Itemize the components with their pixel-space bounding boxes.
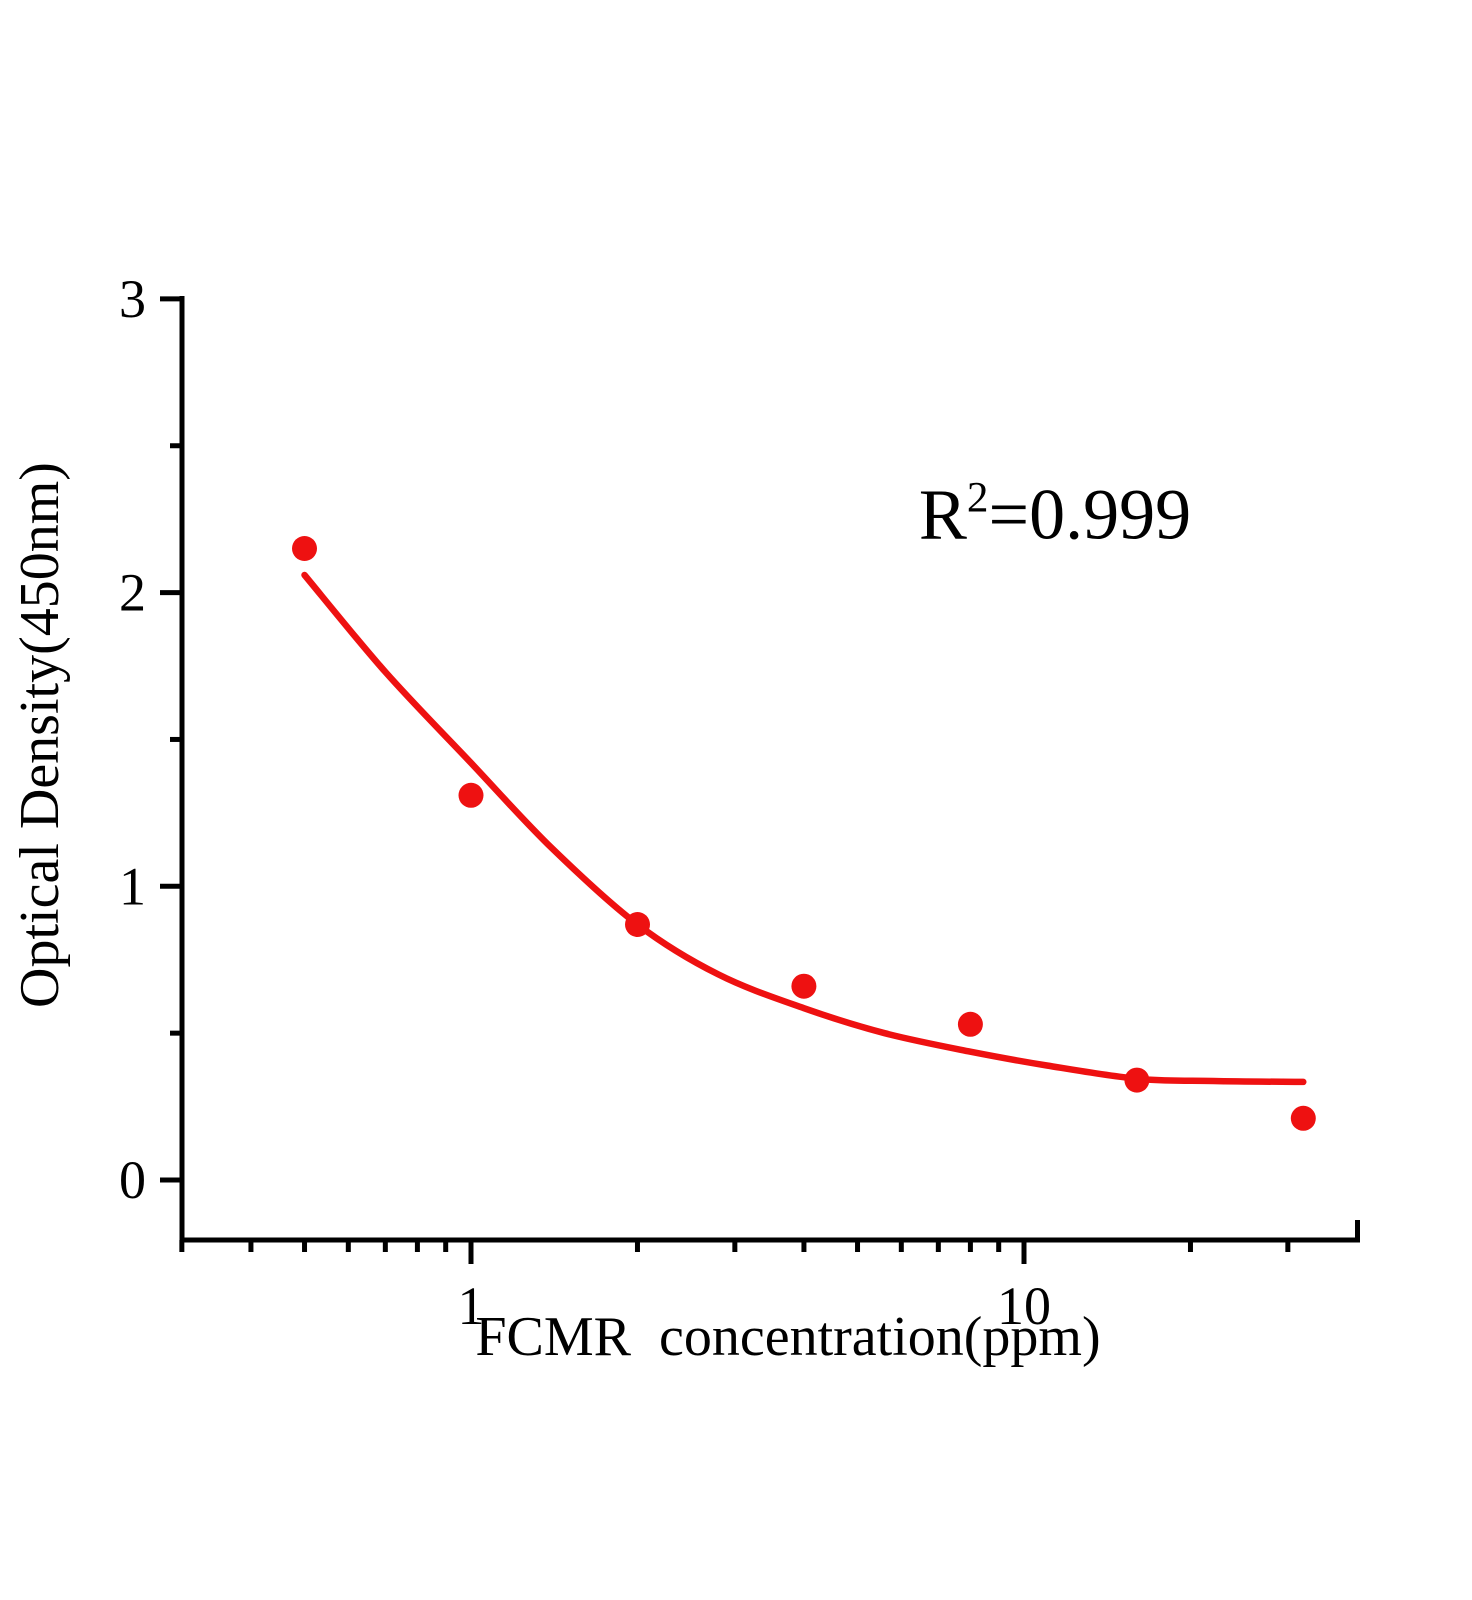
data-point — [292, 536, 317, 561]
x-tick-label: 1 — [458, 1276, 485, 1336]
data-point — [1290, 1105, 1316, 1131]
data-point — [625, 912, 650, 937]
data-point — [957, 1011, 983, 1037]
fit-curve — [301, 571, 1307, 1086]
y-tick-label: 0 — [119, 1150, 146, 1210]
data-point — [458, 782, 484, 808]
y-tick-label: 3 — [119, 269, 146, 329]
y-tick-label: 1 — [119, 856, 146, 916]
y-axis-title: Optical Density(450nm) — [9, 462, 71, 1008]
y-tick-label: 2 — [119, 563, 146, 623]
r-squared-base: R — [918, 474, 967, 555]
data-point — [791, 973, 817, 999]
x-axis — [179, 1220, 1360, 1243]
r-squared-annotation: R2=0.999 — [919, 474, 1191, 557]
data-point — [1124, 1067, 1150, 1093]
r-squared-exponent: 2 — [966, 474, 989, 522]
x-axis-title: FCMR concentration(ppm) — [475, 1306, 1101, 1368]
r-squared-value: =0.999 — [988, 474, 1192, 555]
x-tick-label: 10 — [997, 1276, 1051, 1336]
